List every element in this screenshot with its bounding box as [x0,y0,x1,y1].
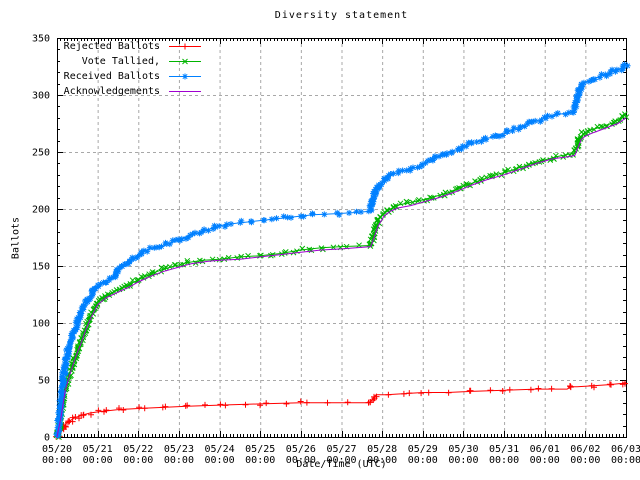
y-tick-label: 150 [32,262,50,273]
legend-sample-line [169,43,201,50]
x-tick-label-time: 00:00 [123,455,153,466]
legend-label: Vote Tallied, [81,56,160,67]
x-tick-label-date: 05/29 [408,444,438,455]
x-tick-label-date: 05/20 [42,444,72,455]
x-tick-label-date: 05/24 [205,444,235,455]
x-tick-label-date: 05/31 [489,444,519,455]
y-tick-label: 50 [38,376,50,387]
x-tick-label-time: 00:00 [570,455,600,466]
x-tick-label-time: 00:00 [367,455,397,466]
legend-label: Acknowledgements [63,86,160,97]
x-tick-label-date: 05/28 [367,444,397,455]
x-tick-label-time: 00:00 [408,455,438,466]
tick-labels: 05010015020025030035005/2000:0005/2100:0… [32,34,640,467]
x-tick-label-time: 00:00 [245,455,275,466]
legend-marker [182,73,188,80]
x-tick-label-date: 05/27 [326,444,356,455]
x-tick-label-time: 00:00 [611,455,640,466]
series-line [56,117,627,438]
x-tick-label-time: 00:00 [286,455,316,466]
x-tick-label-time: 00:00 [164,455,194,466]
legend-marker [182,58,188,65]
legend: Rejected Ballots Vote Tallied, Received … [60,39,202,99]
y-axis-label: Ballots [10,216,22,260]
x-tick-label-time: 00:00 [448,455,478,466]
legend-sample-line [169,73,201,80]
x-tick-label-date: 05/23 [164,444,194,455]
x-tick-label-time: 00:00 [83,455,113,466]
legend-sample-line [169,91,201,92]
x-tick-label-date: 05/30 [448,444,478,455]
x-tick-label-time: 00:00 [326,455,356,466]
x-tick-label-date: 05/26 [286,444,316,455]
x-tick-label-time: 00:00 [530,455,560,466]
legend-item-acknowledgements: Acknowledgements [60,84,202,99]
x-tick-label-date: 05/21 [83,444,113,455]
x-tick-label-time: 00:00 [42,455,72,466]
series-markers [53,61,631,439]
y-tick-label: 0 [44,433,50,444]
x-tick-label-date: 06/02 [570,444,600,455]
y-tick-label: 300 [32,91,50,102]
y-tick-label: 350 [32,34,50,45]
legend-label: Rejected Ballots [63,41,160,52]
series-acknowledgements [56,117,627,438]
y-tick-label: 200 [32,205,50,216]
x-axis-label: Date/Time (UTC) [296,459,387,470]
legend-item-received-ballots: Received Ballots [60,69,202,84]
legend-marker [182,43,188,50]
x-tick-label-date: 06/01 [530,444,560,455]
grid [57,38,626,437]
x-tick-label-date: 05/22 [123,444,153,455]
x-tick-label-time: 00:00 [489,455,519,466]
legend-label: Received Ballots [63,71,160,82]
chart-title: Diversity statement [274,10,409,21]
legend-item-rejected-ballots: Rejected Ballots [60,39,202,54]
y-tick-label: 100 [32,319,50,330]
y-tick-label: 250 [32,148,50,159]
series-received-ballots [53,61,631,439]
x-tick-label-time: 00:00 [205,455,235,466]
legend-item-vote-tallied: Vote Tallied, [60,54,202,69]
x-tick-label-date: 06/03 [611,444,640,455]
x-tick-label-date: 05/25 [245,444,275,455]
legend-sample-line [169,58,201,65]
